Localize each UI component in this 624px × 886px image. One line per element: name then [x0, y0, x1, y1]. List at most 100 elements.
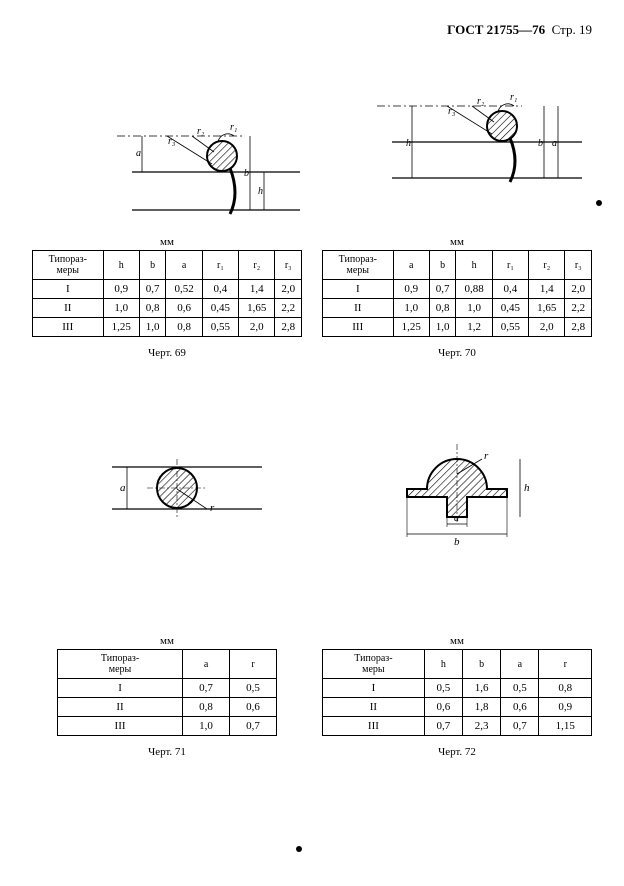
table-cell: 1,2 — [456, 318, 492, 337]
table-cell: 1,8 — [463, 698, 501, 717]
table-cell: 0,7 — [230, 717, 277, 736]
table-cell: 1,4 — [529, 280, 565, 299]
table-header: Типораз- меры — [323, 251, 394, 280]
table-cell: 0,9 — [393, 280, 429, 299]
table-header: b — [139, 251, 165, 280]
table-cell: 2,0 — [565, 280, 592, 299]
svg-text:a: a — [454, 513, 459, 524]
table-header: Типораз- меры — [58, 650, 183, 679]
table-cell: 0,4 — [202, 280, 238, 299]
table-cell: III — [323, 318, 394, 337]
table-row: III1,251,00,80,552,02,8 — [33, 318, 302, 337]
table-cell: III — [33, 318, 104, 337]
table-header: r₁ — [202, 251, 238, 280]
table-cell: 0,8 — [139, 299, 165, 318]
table-cell: 1,0 — [456, 299, 492, 318]
table-cell: I — [323, 679, 425, 698]
table-row: III1,00,7 — [58, 717, 277, 736]
table-69: Типораз- мерыhbar₁r₂r₃ I0,90,70,520,41,4… — [32, 250, 302, 337]
table-cell: II — [323, 698, 425, 717]
table-cell: I — [33, 280, 104, 299]
svg-text:a: a — [120, 482, 126, 494]
svg-text:r₁: r₁ — [230, 122, 237, 133]
table-cell: 1,0 — [139, 318, 165, 337]
table-cell: 1,0 — [429, 318, 455, 337]
table-cell: 0,6 — [501, 698, 539, 717]
table-cell: I — [58, 679, 183, 698]
table-cell: 0,45 — [202, 299, 238, 318]
caption-72: Черт. 72 — [322, 746, 592, 758]
table-header: a — [183, 650, 230, 679]
table-row: I0,90,70,880,41,42,0 — [323, 280, 592, 299]
table-cell: 1,6 — [463, 679, 501, 698]
diagram-72: r h a b — [322, 419, 592, 569]
table-cell: II — [58, 698, 183, 717]
table-header: h — [103, 251, 139, 280]
svg-text:h: h — [524, 482, 530, 494]
table-cell: 1,0 — [393, 299, 429, 318]
table-cell: 1,0 — [183, 717, 230, 736]
table-cell: 1,65 — [239, 299, 275, 318]
table-row: III0,72,30,71,15 — [323, 717, 592, 736]
table-header: r₁ — [492, 251, 528, 280]
table-cell: 0,55 — [492, 318, 528, 337]
table-cell: 2,3 — [463, 717, 501, 736]
table-cell: I — [323, 280, 394, 299]
table-cell: III — [323, 717, 425, 736]
svg-text:b: b — [454, 536, 460, 548]
page-number: Стр. 19 — [552, 22, 592, 37]
table-header: b — [463, 650, 501, 679]
table-71: Типораз- мерыar I0,70,5II0,80,6III1,00,7 — [57, 649, 277, 736]
svg-text:b: b — [538, 138, 543, 149]
page-header: ГОСТ 21755—76 Стр. 19 — [32, 22, 592, 38]
table-cell: 1,25 — [103, 318, 139, 337]
table-cell: 2,8 — [275, 318, 302, 337]
svg-text:r: r — [210, 502, 215, 514]
table-72: Типораз- мерыhbar I0,51,60,50,8II0,61,80… — [322, 649, 592, 736]
table-cell: 2,8 — [565, 318, 592, 337]
table-cell: 0,88 — [456, 280, 492, 299]
table-cell: 0,5 — [230, 679, 277, 698]
table-cell: III — [58, 717, 183, 736]
table-cell: II — [33, 299, 104, 318]
table-cell: 2,0 — [529, 318, 565, 337]
table-cell: 0,8 — [429, 299, 455, 318]
table-row: II0,80,6 — [58, 698, 277, 717]
artifact-dot — [296, 846, 302, 852]
table-cell: 2,0 — [239, 318, 275, 337]
table-cell: 0,6 — [166, 299, 202, 318]
table-cell: 0,9 — [539, 698, 592, 717]
table-row: II1,00,80,60,451,652,2 — [33, 299, 302, 318]
gost-number: ГОСТ 21755—76 — [447, 22, 545, 37]
table-row: I0,90,70,520,41,42,0 — [33, 280, 302, 299]
unit-label-71: мм — [57, 635, 277, 647]
table-cell: 0,8 — [166, 318, 202, 337]
table-header: h — [456, 251, 492, 280]
table-cell: 0,7 — [429, 280, 455, 299]
table-row: III1,251,01,20,552,02,8 — [323, 318, 592, 337]
table-header: r — [230, 650, 277, 679]
table-header: r₃ — [275, 251, 302, 280]
svg-text:r₃: r₃ — [448, 106, 456, 117]
table-cell: 0,8 — [539, 679, 592, 698]
table-header: b — [429, 251, 455, 280]
caption-70: Черт. 70 — [322, 347, 592, 359]
table-row: I0,70,5 — [58, 679, 277, 698]
caption-69: Черт. 69 — [32, 347, 302, 359]
table-cell: 1,65 — [529, 299, 565, 318]
table-header: r₂ — [529, 251, 565, 280]
table-header: h — [424, 650, 462, 679]
table-cell: 0,6 — [424, 698, 462, 717]
table-cell: 1,25 — [393, 318, 429, 337]
unit-label-72: мм — [322, 635, 592, 647]
svg-text:a: a — [552, 138, 557, 149]
table-header: r₂ — [239, 251, 275, 280]
table-cell: 1,4 — [239, 280, 275, 299]
diagram-70: r₁ r₂ r₃ h b a — [322, 56, 592, 226]
diagram-71: a r — [32, 419, 302, 569]
table-cell: 2,2 — [565, 299, 592, 318]
table-cell: 0,7 — [424, 717, 462, 736]
svg-text:r₃: r₃ — [168, 136, 176, 147]
table-cell: 0,7 — [501, 717, 539, 736]
table-header: Типораз- меры — [323, 650, 425, 679]
